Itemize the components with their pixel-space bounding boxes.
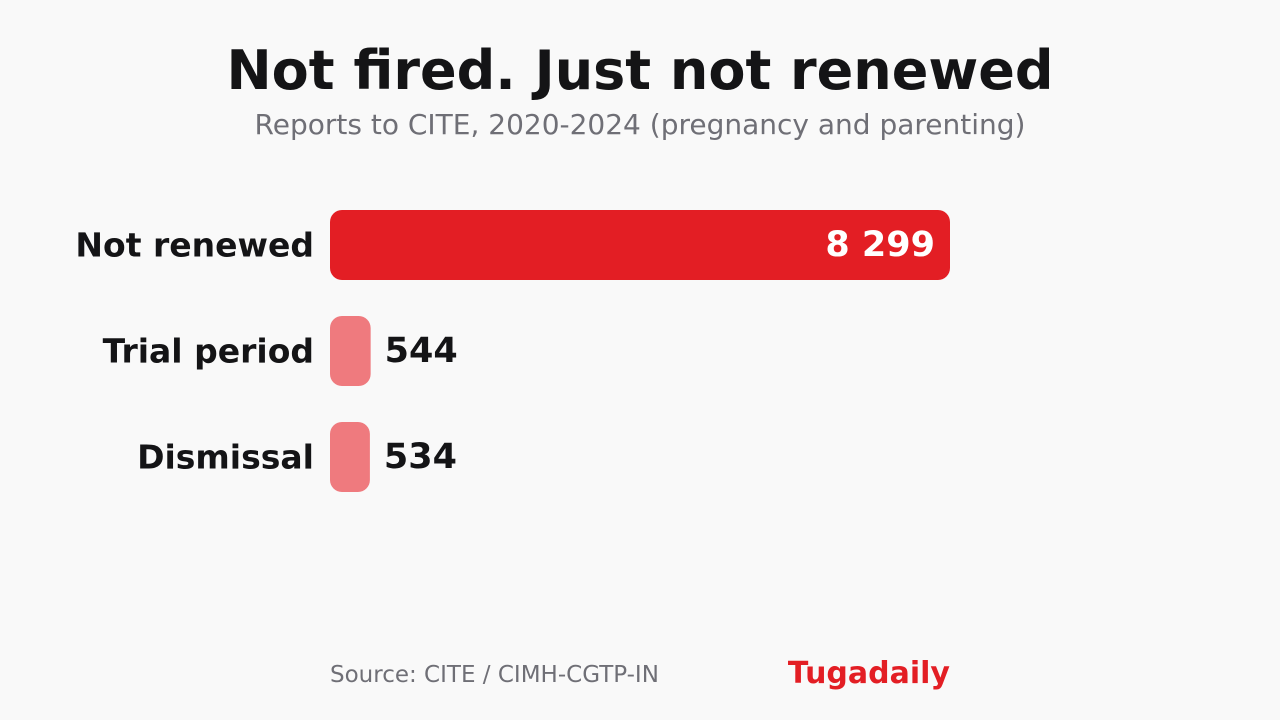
- bar-1: [330, 316, 371, 386]
- source-note: Source: CITE / CIMH-CGTP-IN: [330, 662, 659, 688]
- brand-logo-text: Tugadaily: [787, 656, 950, 691]
- value-label: 544: [385, 331, 458, 371]
- chart-title: Not fired. Just not renewed: [226, 39, 1054, 102]
- category-label: Dismissal: [137, 438, 314, 477]
- bar-0: [330, 210, 950, 280]
- value-label: 8 299: [825, 225, 935, 265]
- chart-subtitle: Reports to CITE, 2020-2024 (pregnancy an…: [254, 108, 1026, 141]
- bar-2: [330, 422, 370, 492]
- category-label: Not renewed: [75, 226, 314, 265]
- category-label: Trial period: [103, 332, 314, 371]
- value-label: 534: [384, 437, 457, 477]
